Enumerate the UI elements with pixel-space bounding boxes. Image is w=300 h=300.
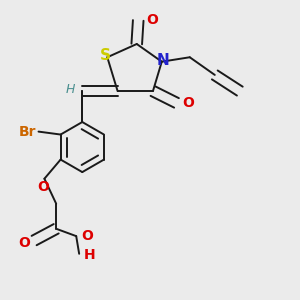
Text: O: O xyxy=(146,14,158,27)
Text: H: H xyxy=(65,83,75,96)
Text: H: H xyxy=(84,248,95,262)
Text: O: O xyxy=(182,96,194,110)
Text: S: S xyxy=(99,48,110,63)
Text: Br: Br xyxy=(19,124,36,139)
Text: O: O xyxy=(37,180,49,194)
Text: O: O xyxy=(19,236,31,250)
Text: O: O xyxy=(82,229,93,242)
Text: N: N xyxy=(157,53,169,68)
